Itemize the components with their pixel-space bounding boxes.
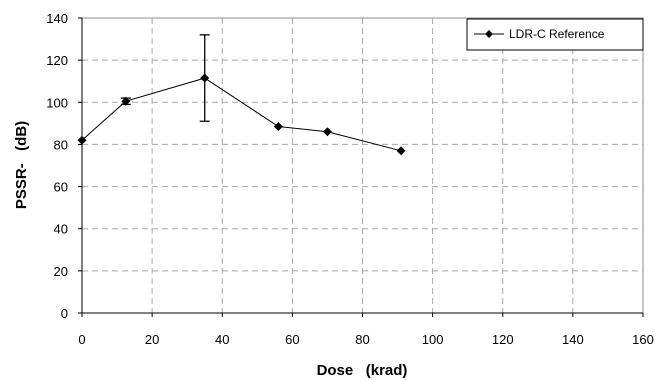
x-tick-label: 120 — [492, 332, 514, 347]
y-axis-title: PSSR- (dB) — [13, 121, 30, 209]
x-tick-label: 20 — [145, 332, 159, 347]
y-tick-label: 20 — [54, 264, 68, 279]
legend: LDR-C Reference — [466, 18, 644, 51]
x-tick-label: 0 — [78, 332, 85, 347]
grid — [82, 18, 643, 313]
data-point — [396, 146, 406, 156]
x-tick-label: 40 — [215, 332, 229, 347]
y-tick-label: 80 — [54, 137, 68, 152]
data-point — [200, 73, 210, 83]
x-tick-label: 100 — [422, 332, 444, 347]
data-point — [273, 122, 283, 132]
x-tick-labels: 0 20 40 60 80 100 120 140 160 — [78, 332, 653, 347]
y-tick-label: 0 — [61, 306, 68, 321]
data-point — [121, 96, 131, 106]
axes — [78, 17, 644, 317]
y-tick-label: 140 — [46, 11, 68, 26]
x-tick-label: 80 — [355, 332, 369, 347]
x-tick-label: 160 — [632, 332, 654, 347]
x-axis-title: Dose (krad) — [317, 362, 408, 379]
y-tick-label: 120 — [46, 53, 68, 68]
data-point — [77, 135, 87, 145]
y-tick-labels: 0 20 40 60 80 100 120 140 — [46, 11, 68, 321]
series-line — [81, 77, 402, 152]
x-tick-label: 60 — [285, 332, 299, 347]
x-tick-label: 140 — [562, 332, 584, 347]
data-point — [322, 127, 332, 137]
y-tick-label: 60 — [54, 180, 68, 195]
legend-label: LDR-C Reference — [509, 27, 605, 41]
y-tick-label: 100 — [46, 95, 68, 110]
legend-marker — [485, 30, 493, 38]
series-layer — [77, 34, 406, 156]
y-tick-label: 40 — [54, 222, 68, 237]
